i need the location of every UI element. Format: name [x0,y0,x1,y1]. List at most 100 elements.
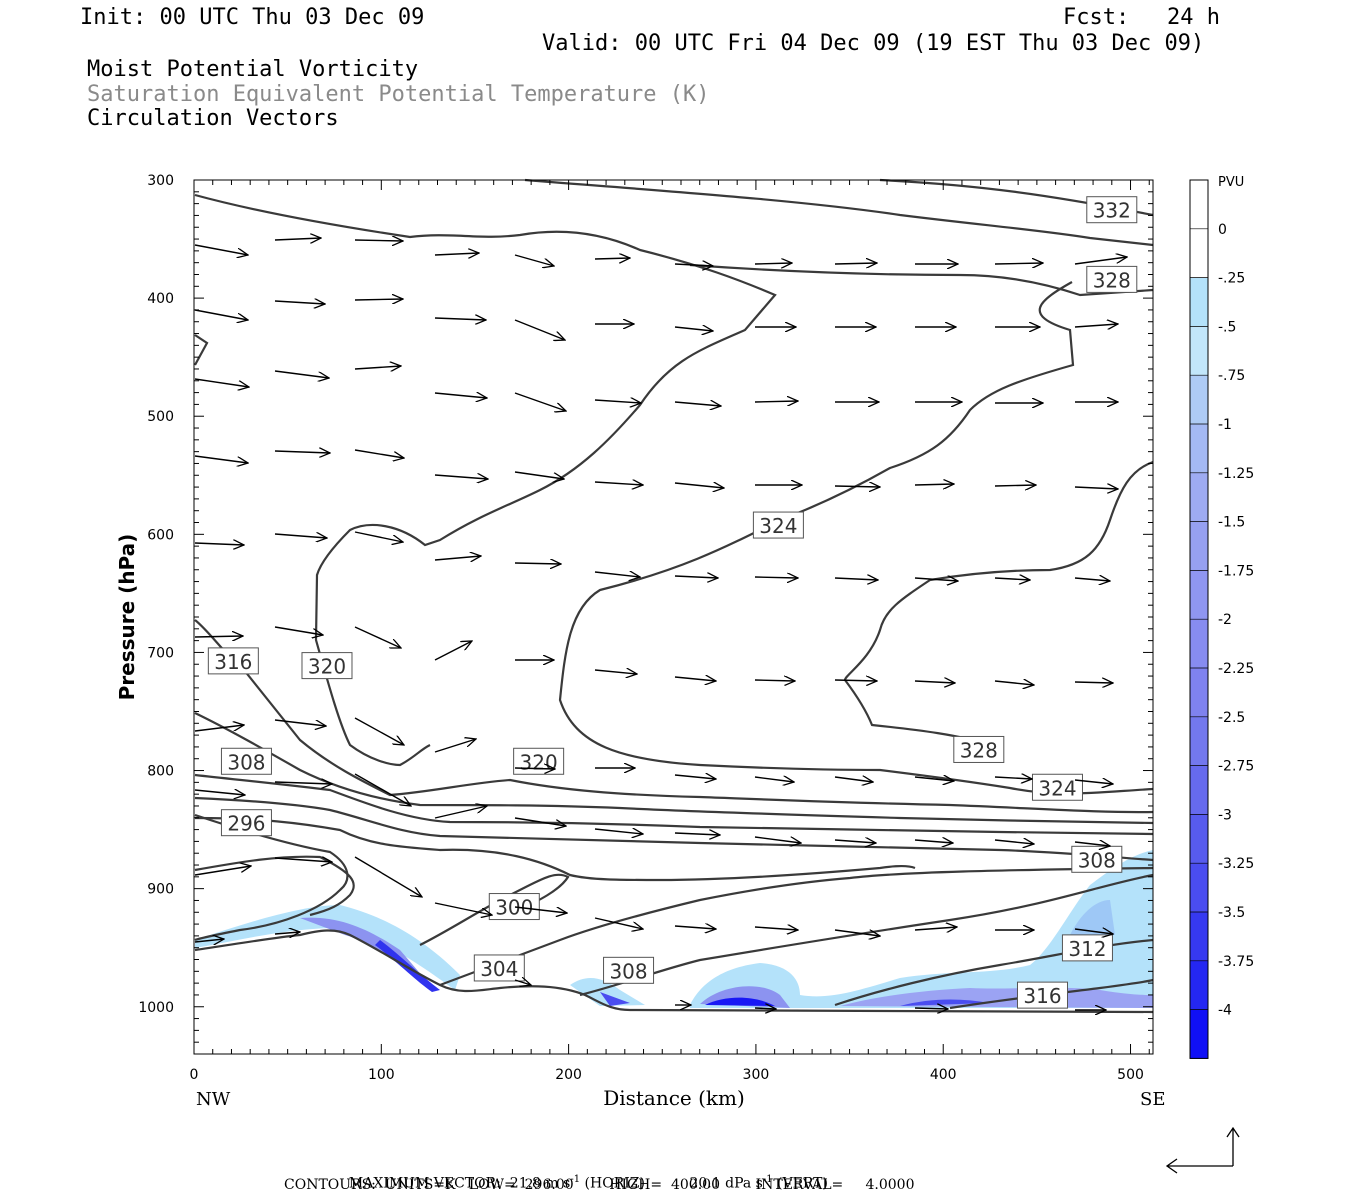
colorbar-label: -1.5 [1218,515,1245,531]
pv-shading [195,850,1153,1008]
contour-label-box [220,747,272,775]
contour-label: 316 [1016,981,1068,1009]
colorbar-swatch [1190,619,1208,669]
contour-label-box [488,893,540,921]
x-tick-label: 500 [1117,1067,1144,1083]
contour-label: 320 [513,747,565,775]
y-tick-label: 400 [147,291,174,307]
colorbar-label: -1.25 [1218,466,1254,482]
vert-exponent: -1 [762,1174,773,1185]
field-title-mpv: Moist Potential Vorticity [87,57,419,82]
colorbar: 0 -.25 -.5 -.75 -1 -1.25 -1.5 -1.75 -2 -2.25 -2.5 -… [1189,179,1254,1059]
colorbar-label: -2.25 [1218,661,1254,677]
colorbar-swatch [1190,326,1208,376]
contour-label: 324 [752,511,804,539]
y-tick-label: 800 [147,764,174,780]
init-time: Init: 00 UTC Thu 03 Dec 09 [80,5,425,30]
x-end-label-left: NW [196,1089,231,1110]
field-title-vectors: Circulation Vectors [87,106,339,131]
contour-label-box [1086,265,1138,293]
contour-label-text: 308 [227,750,265,774]
contour-label-box [953,735,1005,763]
contour-label: 304 [473,954,525,982]
contour-label-text: 324 [1038,776,1076,800]
contour-label-box [207,647,259,675]
contour-label-box [1016,981,1068,1009]
colorbar-swatch [1190,1009,1208,1059]
forecast-hour: 24 h [1167,5,1220,30]
colorbar-swatch [1190,668,1208,718]
contour-label: 328 [1086,265,1138,293]
x-tick-label: 100 [368,1067,395,1083]
colorbar-swatch [1190,960,1208,1011]
colorbar-swatch [1190,716,1208,767]
colorbar-swatch [1190,228,1208,279]
theta-es-contours [194,178,1154,1014]
y-axis-title: Pressure (hPa) [115,534,139,701]
contour-label-box [1086,196,1138,224]
contour-label-text: 332 [1093,199,1131,223]
colorbar-label: -4 [1218,1003,1232,1019]
colorbar-label: -.5 [1218,319,1236,335]
contour-label: 296 [220,809,272,837]
contour-label-text: 308 [609,959,647,983]
contour-label: 332 [1086,196,1138,224]
horiz-tag: (HORIZ) [584,1175,645,1192]
contour-label-box [603,956,655,984]
colorbar-unit: PVU [1218,175,1244,190]
contour-label: 324 [1031,773,1083,801]
contour-label-text: 320 [308,655,346,679]
colorbar-label: -1.75 [1218,563,1254,579]
colorbar-label: -3.25 [1218,856,1254,872]
contour-label: 320 [301,652,353,680]
reference-vector-icon [1165,1126,1240,1174]
colorbar-swatch [1190,180,1208,230]
colorbar-label: -2 [1218,612,1232,628]
contour-labels: 332 328 324 320 316 328 320 324 308 296 308 300 312 3… [207,196,1138,1009]
colorbar-swatch [1190,472,1208,523]
contour-label-text: 296 [227,812,265,836]
colorbar-swatch [1190,375,1208,425]
contour-label-text: 316 [1023,984,1061,1008]
contour-label-box [473,954,525,982]
contour-label-box [1071,845,1123,873]
contour-label-text: 308 [1078,848,1116,872]
colorbar-swatch [1190,277,1208,327]
y-tick-label: 700 [147,645,174,661]
contour-label-text: 300 [495,896,533,920]
contour-label: 312 [1061,934,1113,962]
colorbar-swatch [1190,912,1208,962]
contour-label-text: 312 [1068,937,1106,961]
vert-max-value: 20.1 dPa s [689,1175,763,1192]
contours-info: CONTOURS: UNITS=K LOW= 296.00 HIGH= 400.… [284,1177,915,1193]
field-title-thetaes: Saturation Equivalent Potential Temperat… [87,82,710,107]
circulation-vectors [194,238,1127,1010]
colorbar-label: -2.5 [1218,710,1245,726]
contour-label-box [752,511,804,539]
colorbar-label: -3.5 [1218,905,1245,921]
contour-label-box [1061,934,1113,962]
forecast-label: Fcst: [1063,5,1130,30]
contour-label-box [220,809,272,837]
x-tick-label: 400 [930,1067,957,1083]
colorbar-label: -3 [1218,807,1232,823]
valid-time: Valid: 00 UTC Fri 04 Dec 09 (19 EST Thu … [542,31,1205,56]
x-tick-label: 200 [555,1067,582,1083]
y-tick-label: 300 [147,173,174,189]
horiz-exponent: -1 [570,1174,581,1185]
y-tick-label: 900 [147,882,174,898]
horiz-max-value: 21.8 m s [509,1175,571,1192]
contour-label: 308 [603,956,655,984]
colorbar-label: -1 [1218,417,1232,433]
contour-label: 316 [207,647,259,675]
y-tick-label: 600 [147,527,174,543]
colorbar-label: -3.75 [1218,954,1254,970]
colorbar-label: -2.75 [1218,759,1254,775]
colorbar-swatch [1190,570,1208,620]
y-axis: 300 400 500 600 700 800 900 1000 [138,173,1153,1055]
contour-label-text: 324 [759,514,797,538]
colorbar-label: -.25 [1218,271,1245,287]
x-end-label-right: SE [1140,1089,1165,1110]
colorbar-swatch [1190,521,1208,571]
